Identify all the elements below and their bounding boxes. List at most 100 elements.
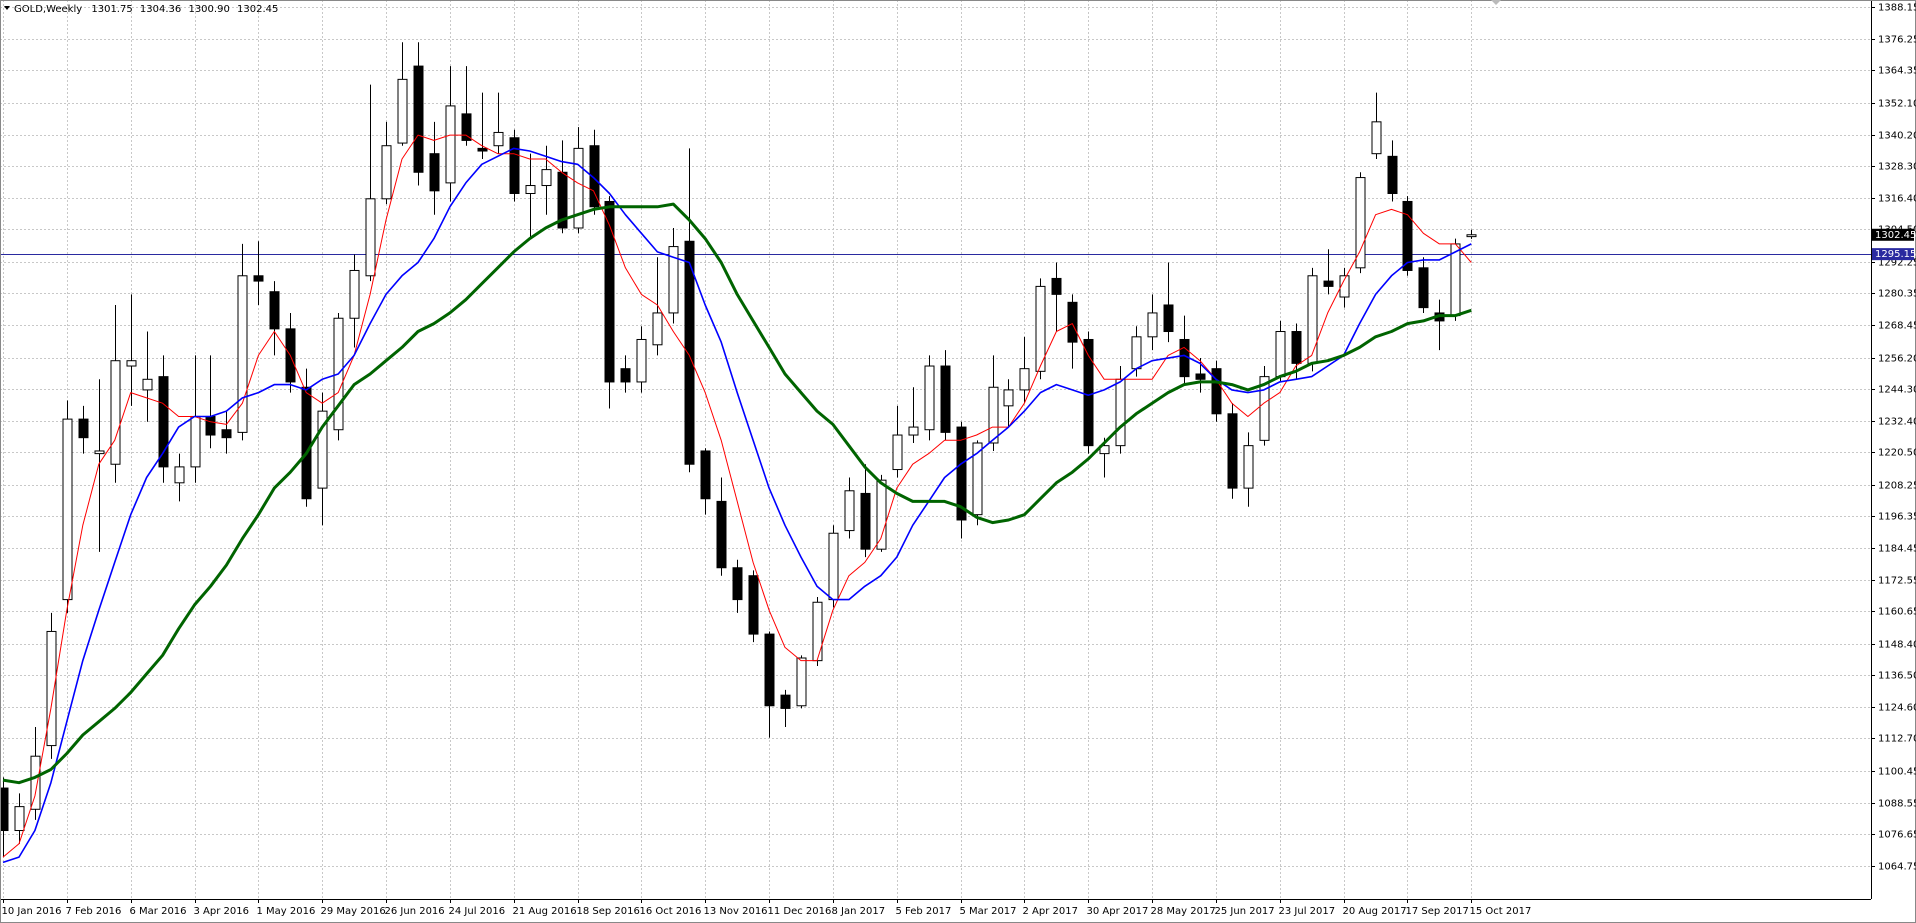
- candle-body-up: [397, 78, 408, 144]
- candle-body-down: [509, 137, 520, 194]
- y-tick-label: 1220.50: [1878, 448, 1916, 459]
- y-tick-label: 1196.35: [1878, 512, 1916, 523]
- candle-body-down: [1387, 155, 1398, 194]
- x-tick-label: 23 Jul 2017: [1279, 906, 1336, 917]
- candle-body-down: [732, 567, 743, 601]
- candle-body-up: [1339, 275, 1350, 298]
- x-tick-label: 13 Nov 2016: [704, 906, 768, 917]
- candle-body-down: [205, 415, 216, 436]
- x-tick-label: 21 Aug 2016: [513, 906, 577, 917]
- candle-body-down: [1067, 301, 1078, 343]
- x-tick-label: 3 Apr 2016: [194, 906, 249, 917]
- y-tick-label: 1076.65: [1878, 830, 1916, 841]
- candle-body-up: [142, 378, 153, 391]
- y-tick-label: 1124.60: [1878, 703, 1916, 714]
- candle-body-down: [589, 145, 600, 208]
- close-label: 1302.45: [237, 4, 278, 15]
- price-line-label-box: [1872, 248, 1914, 261]
- candle-body-up: [1466, 234, 1477, 238]
- candle-body-down: [748, 575, 759, 635]
- candle-body-up: [1371, 121, 1382, 155]
- candle-body-up: [972, 442, 983, 516]
- y-tick-label: 1112.70: [1878, 734, 1916, 745]
- candle-body-up: [828, 532, 839, 601]
- candle-body-down: [620, 368, 631, 383]
- x-tick-label: 28 May 2017: [1151, 906, 1216, 917]
- y-tick-label: 1064.75: [1878, 862, 1916, 873]
- candle-body-up: [94, 450, 105, 455]
- candle-body-up: [1147, 312, 1158, 338]
- marks: [0, 42, 1871, 864]
- high-label: 1304.36: [140, 4, 181, 15]
- candle-body-down: [860, 492, 871, 550]
- candle-body-up: [1131, 336, 1142, 370]
- candle-body-up: [1355, 177, 1366, 269]
- candle-body-up: [1275, 331, 1286, 378]
- candle-body-down: [700, 450, 711, 500]
- candle-body-up: [1450, 243, 1461, 317]
- x-tick-label: 5 Mar 2017: [960, 906, 1017, 917]
- candle-body-up: [126, 360, 137, 367]
- header-text: GOLD,Weekly 1301.75 1304.36 1300.90 1302…: [14, 4, 278, 15]
- candle-body-up: [924, 365, 935, 431]
- candle-body-up: [636, 338, 647, 383]
- candle-body-down: [1051, 277, 1062, 295]
- y-tick-label: 1280.35: [1878, 289, 1916, 300]
- candle-body-down: [1291, 331, 1302, 364]
- candle-body-up: [349, 269, 360, 319]
- header: GOLD,Weekly 1301.75 1304.36 1300.90 1302…: [4, 0, 1501, 15]
- x-tick-label: 20 Aug 2017: [1343, 906, 1407, 917]
- y-tick-label: 1292.25: [1878, 258, 1916, 269]
- candle-body-up: [365, 198, 376, 277]
- candle-body-down: [1402, 200, 1413, 271]
- candle-body-down: [716, 500, 727, 569]
- x-tick-label: 2 Apr 2017: [1023, 906, 1078, 917]
- x-tick-label: 1 May 2016: [257, 906, 316, 917]
- candle-body-down: [684, 240, 695, 465]
- y-tick-label: 1208.25: [1878, 481, 1916, 492]
- x-tick-label: 30 Apr 2017: [1087, 906, 1149, 917]
- candle-body-up: [110, 360, 121, 465]
- candle-body-down: [1211, 368, 1222, 415]
- y-tick-label: 1316.40: [1878, 194, 1916, 205]
- candle-body-down: [269, 291, 280, 330]
- candle-body-down: [461, 113, 472, 141]
- open-label: 1301.75: [91, 4, 132, 15]
- candle-body-down: [956, 426, 967, 521]
- candle-body-down: [429, 153, 440, 192]
- candle-body-up: [46, 630, 57, 747]
- y-tick-label: 1376.25: [1878, 35, 1916, 46]
- candle-body-up: [1259, 376, 1270, 441]
- candle-body-down: [1163, 304, 1174, 333]
- candle-body-up: [525, 185, 536, 194]
- x-tick-label: 16 Oct 2016: [640, 906, 702, 917]
- candle-body-up: [1243, 445, 1254, 489]
- candle-body-up: [1019, 368, 1030, 391]
- candle-body-up: [1115, 378, 1126, 447]
- price-line-label: 1295.15: [1875, 249, 1916, 260]
- candle-body-down: [1083, 338, 1094, 447]
- x-tick-label: 18 Sep 2016: [577, 906, 640, 917]
- candle-body-down: [557, 171, 568, 229]
- candle-body-up: [812, 601, 823, 662]
- candle-body-down: [253, 275, 264, 282]
- x-tick-label: 15 Oct 2017: [1470, 906, 1532, 917]
- y-tick-label: 1232.40: [1878, 417, 1916, 428]
- y-tick-label: 1100.45: [1878, 767, 1916, 778]
- shift-marker: [1491, 0, 1501, 5]
- symbol: GOLD,Weekly: [14, 4, 82, 15]
- y-tick-label: 1364.35: [1878, 66, 1916, 77]
- candle-body-up: [652, 312, 663, 346]
- candle-body-down: [477, 147, 488, 152]
- x-tick-label: 7 Feb 2016: [66, 906, 122, 917]
- candle-body-up: [1307, 275, 1318, 364]
- candle-body-up: [14, 806, 25, 832]
- candle-body-up: [30, 755, 41, 810]
- candle-body-up: [892, 434, 903, 471]
- candle-body-down: [780, 694, 791, 709]
- y-tick-label: 1328.30: [1878, 162, 1916, 173]
- candle-body-up: [493, 131, 504, 147]
- candle-body-down: [1227, 413, 1238, 489]
